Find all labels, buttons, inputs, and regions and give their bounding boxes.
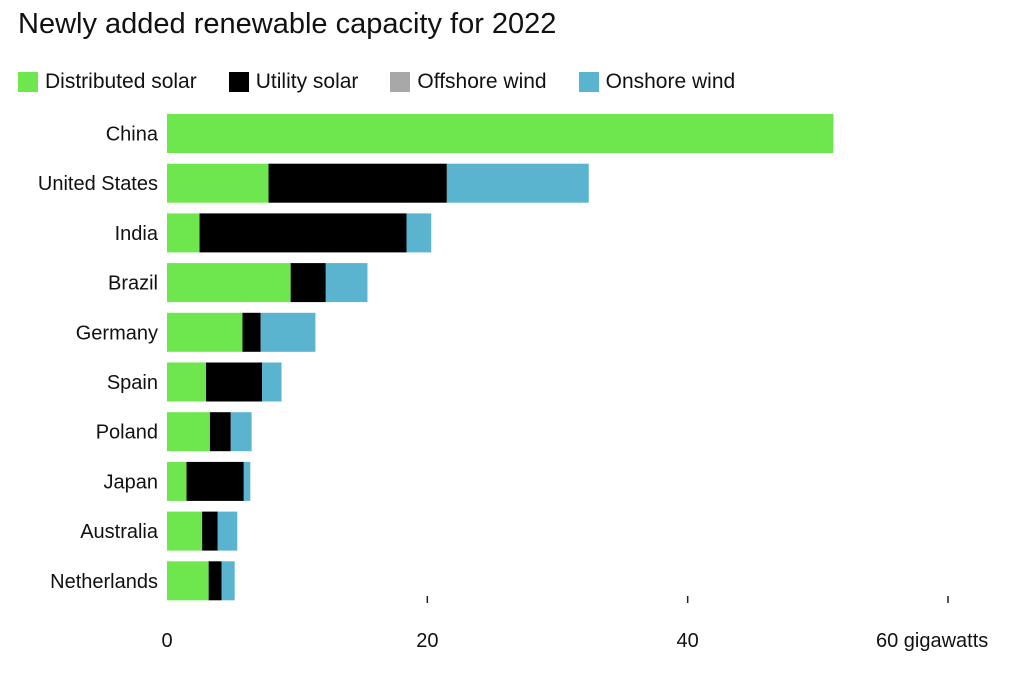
legend-label-distributed-solar: Distributed solar [45, 70, 197, 93]
bar-australia-distributed-solar [167, 511, 203, 551]
bar-spain-onshore-wind [262, 362, 282, 402]
category-label-united-states: United States [38, 173, 158, 195]
bar-japan-onshore-wind [243, 461, 251, 501]
legend-item-offshore-wind: Offshore wind [390, 70, 547, 94]
bar-germany-distributed-solar [167, 312, 243, 352]
category-label-netherlands: Netherlands [50, 571, 158, 593]
legend-swatch-offshore-wind [390, 72, 411, 92]
x-tick-label-20: 20 [416, 630, 438, 652]
category-label-india: India [115, 223, 159, 245]
legend-item-onshore-wind: Onshore wind [578, 70, 736, 94]
x-tick-label-40: 40 [677, 630, 699, 652]
category-label-japan: Japan [104, 471, 159, 493]
chart-legend: Distributed solar Utility solar Offshore… [18, 70, 767, 94]
bar-india-utility-solar [199, 213, 407, 253]
bar-spain-distributed-solar [167, 362, 207, 402]
legend-swatch-utility-solar [228, 72, 249, 92]
category-label-spain: Spain [107, 372, 158, 394]
bar-china-distributed-solar [167, 114, 834, 153]
bar-poland-distributed-solar [167, 412, 210, 452]
bar-netherlands-distributed-solar [167, 561, 209, 601]
category-label-australia: Australia [80, 521, 159, 543]
bar-brazil-distributed-solar [167, 263, 291, 303]
bar-united-states-distributed-solar [167, 163, 269, 203]
bar-india-onshore-wind [406, 213, 432, 253]
bar-india-distributed-solar [167, 213, 200, 253]
bar-germany-utility-solar [242, 312, 261, 352]
category-label-germany: Germany [76, 322, 158, 344]
bar-japan-utility-solar [186, 461, 244, 501]
legend-label-onshore-wind: Onshore wind [605, 70, 736, 93]
bar-germany-onshore-wind [260, 312, 316, 352]
legend-item-utility-solar: Utility solar [228, 70, 359, 94]
legend-label-offshore-wind: Offshore wind [417, 70, 547, 93]
bar-spain-utility-solar [206, 362, 263, 402]
bar-japan-distributed-solar [167, 461, 187, 501]
bar-poland-utility-solar [209, 412, 231, 452]
bar-netherlands-utility-solar [208, 561, 222, 601]
chart-title: Newly added renewable capacity for 2022 [18, 8, 557, 40]
bar-brazil-onshore-wind [325, 263, 368, 303]
legend-swatch-distributed-solar [18, 72, 38, 92]
bar-australia-utility-solar [202, 511, 218, 551]
bar-brazil-utility-solar [290, 263, 326, 303]
bar-united-states-utility-solar [268, 163, 447, 203]
bar-united-states-onshore-wind [446, 163, 589, 203]
category-label-brazil: Brazil [108, 273, 158, 295]
bar-australia-onshore-wind [217, 511, 238, 551]
x-tick-label-0: 0 [161, 630, 172, 652]
bar-poland-onshore-wind [230, 412, 252, 452]
category-label-china: China [106, 124, 159, 146]
legend-label-utility-solar: Utility solar [255, 70, 359, 93]
bar-netherlands-onshore-wind [221, 561, 235, 601]
x-tick-label-60: 60 gigawatts [876, 630, 988, 652]
category-label-poland: Poland [96, 422, 158, 444]
legend-swatch-onshore-wind [578, 72, 599, 92]
legend-item-distributed-solar: Distributed solar [18, 70, 197, 94]
